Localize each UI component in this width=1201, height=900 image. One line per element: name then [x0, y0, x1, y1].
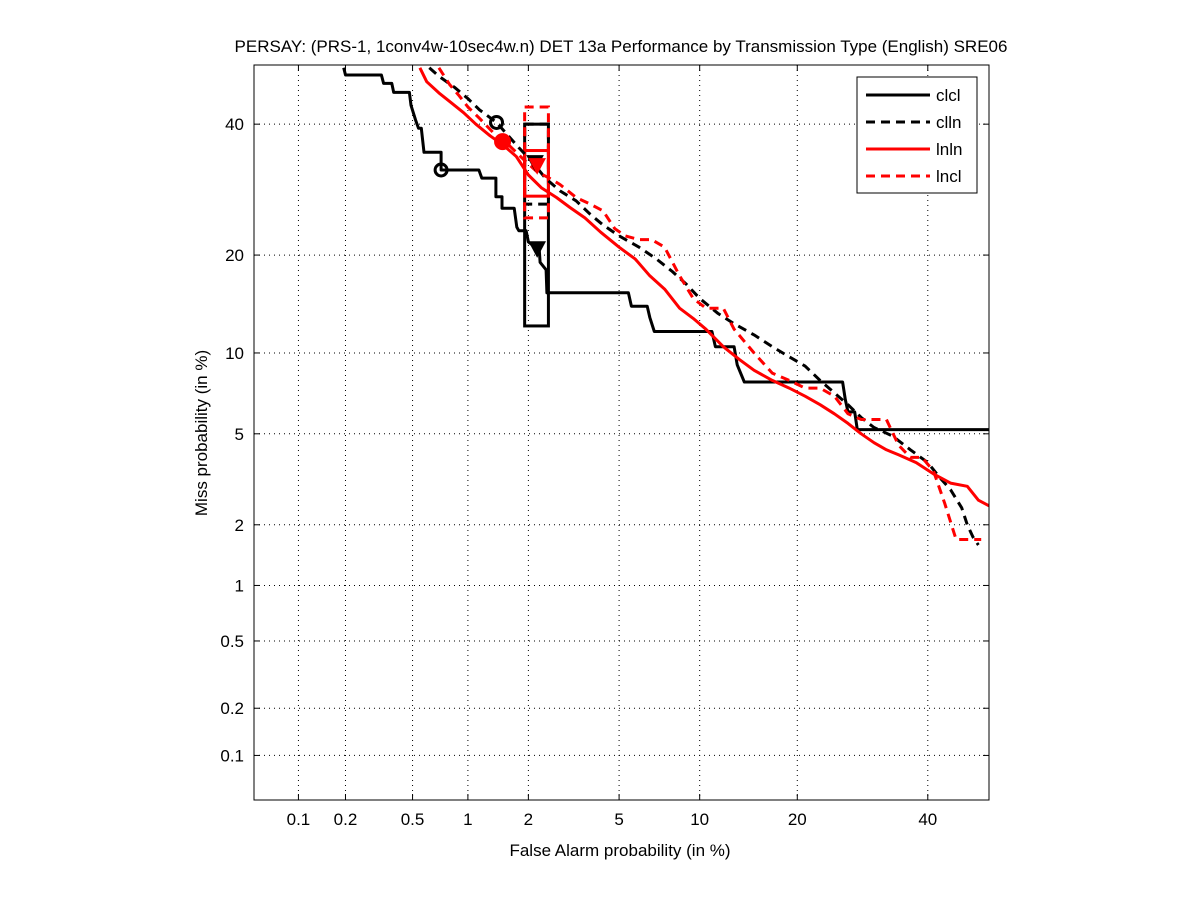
y-tick-label: 0.2: [220, 699, 244, 718]
plot-data: [342, 66, 989, 546]
marker-actual-dcf-lnln: [494, 133, 512, 151]
x-tick-label: 0.5: [401, 810, 425, 829]
y-tick-label: 2: [235, 516, 244, 535]
marker-min-dcf-clcl: [528, 241, 547, 258]
series-line-clln: [428, 66, 980, 546]
y-tick-label: 10: [225, 344, 244, 363]
marker-actual-dcf-clcl: [433, 162, 449, 178]
y-tick-label: 0.1: [220, 746, 244, 765]
y-tick-label: 40: [225, 115, 244, 134]
y-tick-label: 0.5: [220, 632, 244, 651]
confidence-box-clcl: [523, 122, 550, 328]
legend-label-lncl: lncl: [936, 167, 962, 186]
y-tick-label: 5: [235, 425, 244, 444]
x-tick-label: 0.2: [334, 810, 358, 829]
x-tick-label: 40: [918, 810, 937, 829]
x-axis-label: False Alarm probability (in %): [509, 841, 730, 860]
x-tick-label: 2: [524, 810, 533, 829]
x-tick-label: 10: [690, 810, 709, 829]
y-axis-label: Miss probability (in %): [192, 350, 211, 516]
y-tick-label: 20: [225, 246, 244, 265]
operating-point-markers: [433, 114, 547, 258]
x-tick-label: 20: [788, 810, 807, 829]
legend-label-lnln: lnln: [936, 140, 962, 159]
chart-title: PERSAY: (PRS-1, 1conv4w-10sec4w.n) DET 1…: [235, 37, 1008, 56]
x-axis-ticks: 0.1 0.2 0.5 1 2 5 10 20 40: [287, 65, 937, 829]
legend-label-clln: clln: [936, 113, 962, 132]
y-axis-ticks: 0.1 0.2 0.5 1 2 5 10 20 40: [220, 115, 989, 765]
x-tick-label: 1: [463, 810, 472, 829]
marker-min-dcf-lnln: [528, 158, 547, 175]
legend: clcl clln lnln lncl: [856, 76, 978, 194]
x-tick-label: 5: [614, 810, 623, 829]
marker-actual-dcf-clln: [489, 114, 505, 130]
legend-label-clcl: clcl: [936, 86, 961, 105]
x-tick-label: 0.1: [287, 810, 311, 829]
y-tick-label: 1: [235, 576, 244, 595]
plot-frame: [253, 64, 990, 801]
